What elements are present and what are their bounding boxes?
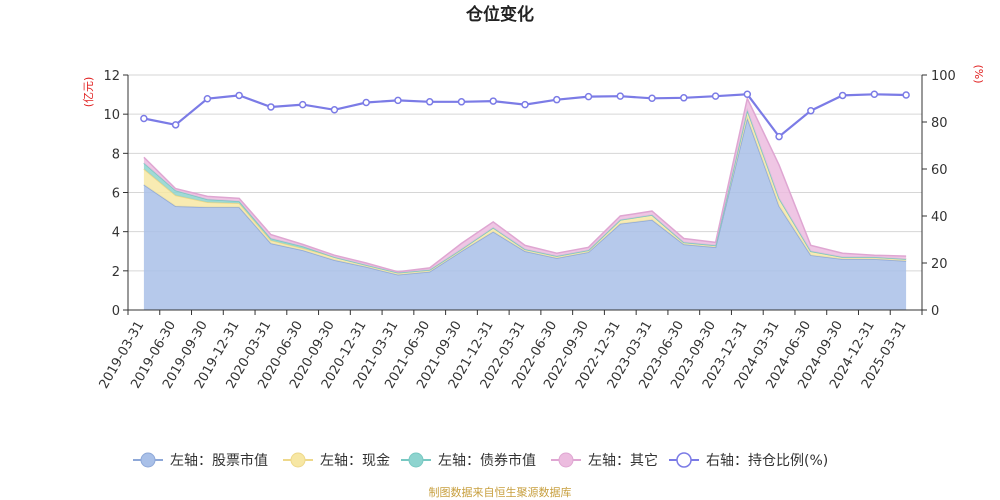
left-tick-label: 2 <box>112 265 120 280</box>
legend-label: 左轴：债券市值 <box>438 452 536 469</box>
right-axis-unit: (%) <box>972 64 985 83</box>
ratio-line-path <box>143 93 907 139</box>
ratio-point <box>584 92 593 101</box>
ratio-point <box>553 95 561 104</box>
right-tick-label: 40 <box>931 210 948 225</box>
left-tick-label: 0 <box>112 304 120 319</box>
ratio-point <box>743 90 752 99</box>
right-tick-label: 0 <box>931 304 939 319</box>
stacked-areas <box>143 96 907 310</box>
legend-item: 左轴：现金 <box>283 452 390 469</box>
legend-swatch-marker <box>290 452 306 468</box>
legend-swatch-marker <box>140 452 156 468</box>
ratio-point <box>298 100 307 109</box>
ratio-point <box>521 100 529 109</box>
left-tick-label: 4 <box>112 226 120 241</box>
ratio-point <box>457 98 466 106</box>
ratio-point <box>838 91 847 100</box>
ratio-point <box>267 103 275 111</box>
ratio-point <box>870 90 879 99</box>
ratio-point <box>362 98 370 107</box>
ratio-point <box>203 94 212 103</box>
ratio-point <box>394 96 402 105</box>
ratio-point <box>425 98 434 106</box>
source-note: 制图数据来自恒生聚源数据库 <box>429 485 572 499</box>
legend-label: 左轴：现金 <box>320 453 390 469</box>
ratio-point <box>489 97 497 105</box>
area-series <box>143 118 907 310</box>
legend-swatch-marker <box>558 452 574 468</box>
chart-title: 仓位变化 <box>465 4 534 25</box>
ratio-point <box>807 106 815 115</box>
right-tick-label: 60 <box>931 163 948 178</box>
ratio-point <box>171 121 180 129</box>
left-tick-label: 6 <box>112 187 120 202</box>
right-axis-ticks: 0 20 40 60 80 100 <box>922 69 956 319</box>
ratio-point <box>330 106 339 114</box>
legend-item: 左轴：其它 <box>551 452 658 469</box>
right-tick-label: 100 <box>931 69 956 84</box>
ratio-point <box>775 132 783 141</box>
legend-label: 右轴：持仓比例(%) <box>706 453 828 469</box>
ratio-point <box>235 91 243 100</box>
ratio-point <box>616 92 625 100</box>
legend-item: 左轴：股票市值 <box>133 452 268 469</box>
left-tick-label: 12 <box>103 69 120 84</box>
legend-item: 左轴：债券市值 <box>401 452 536 469</box>
legend-swatch-marker <box>676 452 692 468</box>
area-series-edge <box>143 96 907 273</box>
ratio-point <box>680 94 688 102</box>
legend: 左轴：股票市值 左轴：现金 左轴：债券市值 左轴：其它 右轴：持仓比例(%) <box>133 452 828 469</box>
ratio-line-series <box>140 90 910 141</box>
left-tick-label: 10 <box>103 108 120 123</box>
legend-label: 左轴：其它 <box>588 452 658 469</box>
ratio-point <box>648 94 656 103</box>
ratio-point <box>711 92 720 100</box>
right-tick-label: 80 <box>931 116 948 131</box>
legend-item: 右轴：持仓比例(%) <box>669 452 828 469</box>
x-axis-ticks: 2019-03-312019-06-302019-09-302019-12-31… <box>97 310 923 391</box>
left-axis-ticks: 0 2 4 6 8 10 12 <box>103 69 128 319</box>
ratio-point <box>140 114 148 123</box>
legend-label: 左轴：股票市值 <box>170 452 268 469</box>
legend-swatch-marker <box>408 452 424 468</box>
right-tick-label: 20 <box>931 257 948 272</box>
left-tick-label: 8 <box>112 147 120 162</box>
left-axis-unit: (亿元) <box>82 77 95 108</box>
ratio-point <box>902 91 910 99</box>
